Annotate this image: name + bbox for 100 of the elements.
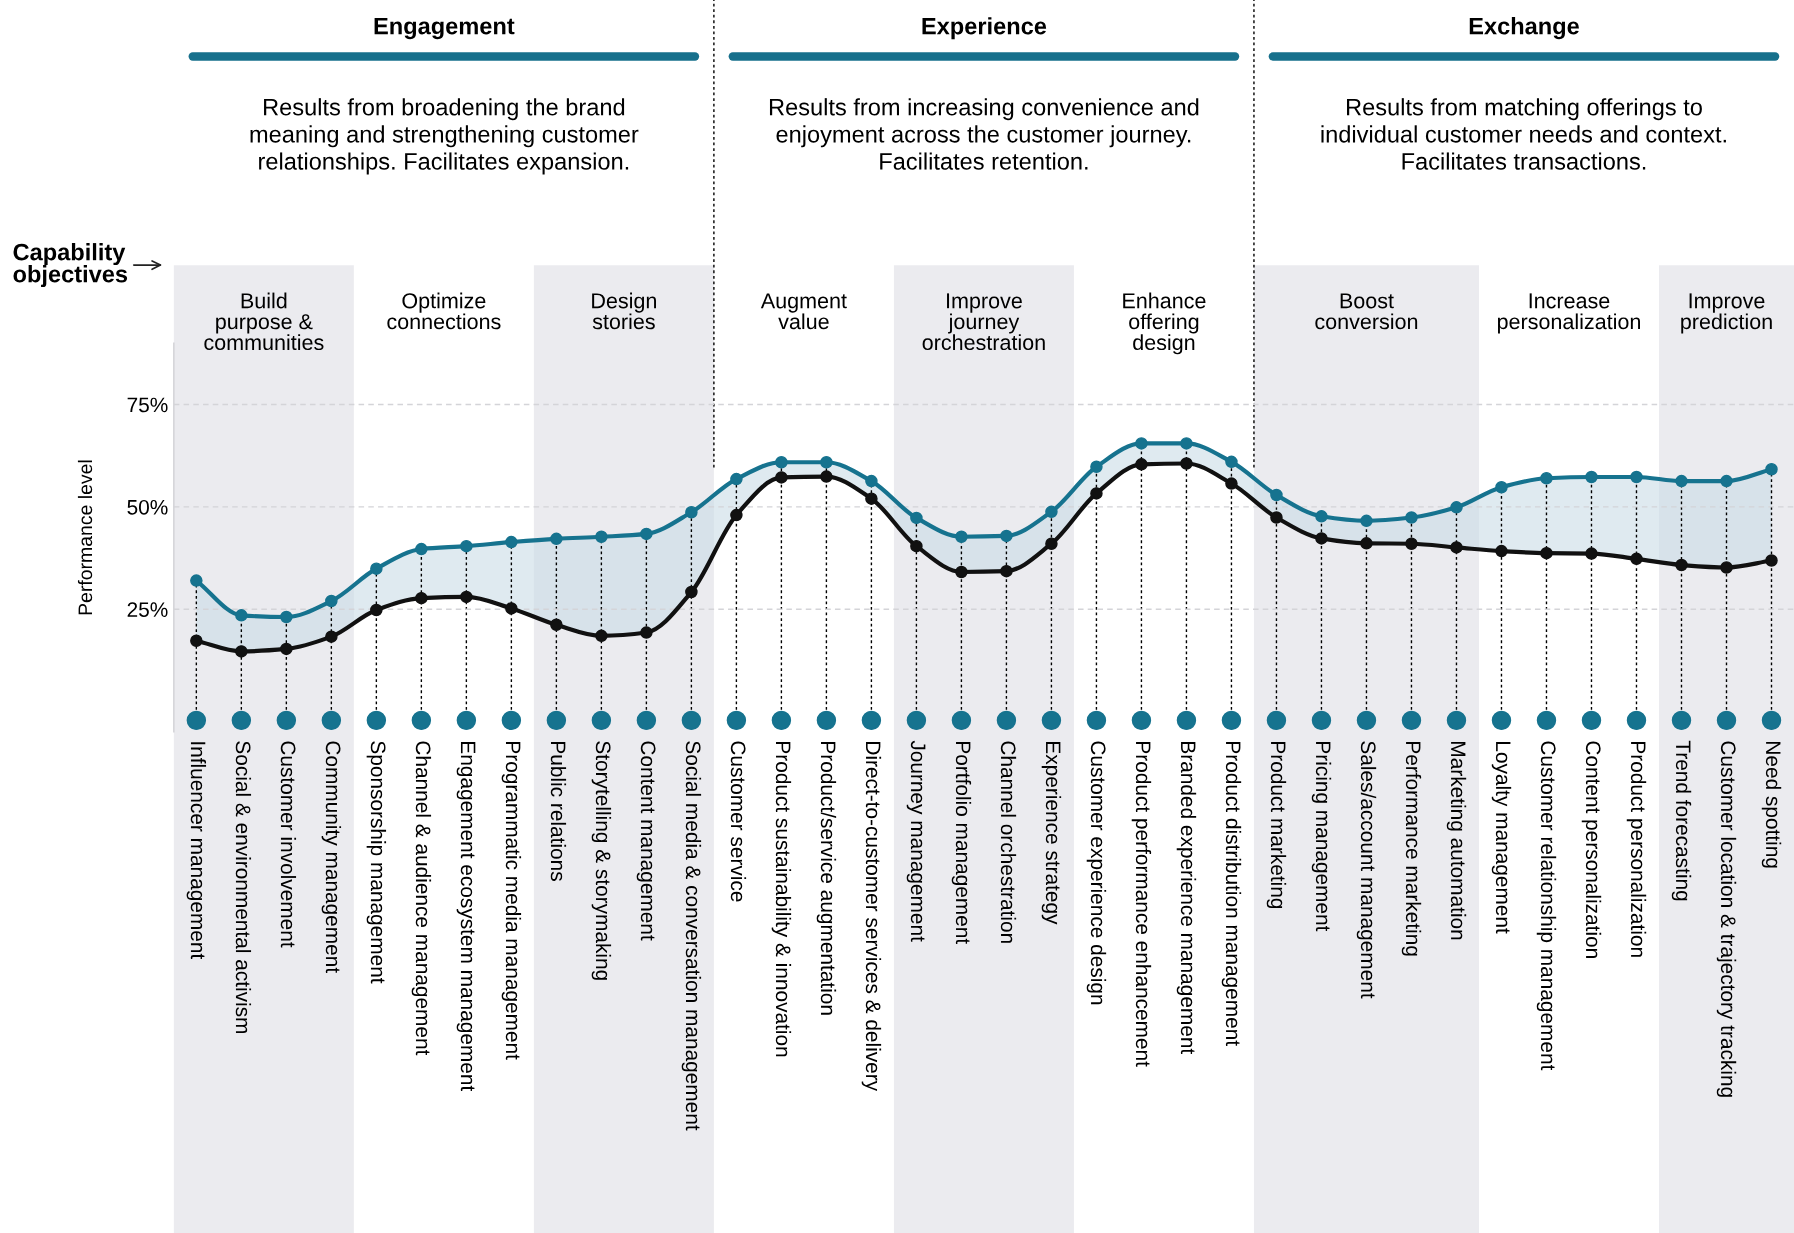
point xyxy=(1000,564,1013,578)
point xyxy=(820,456,833,469)
point xyxy=(1495,544,1508,558)
point xyxy=(235,609,248,622)
point xyxy=(775,471,788,484)
text: Results from broadening the brand meaning and strengthening customer relationships. Facilitates expansion. xyxy=(250,98,639,175)
point xyxy=(1540,471,1553,485)
band-label: Boost conversion xyxy=(1315,293,1418,330)
point xyxy=(1180,437,1193,450)
point xyxy=(460,539,473,553)
point xyxy=(1630,552,1643,566)
x-tick-label: Branded experience management xyxy=(1176,742,1197,1055)
point xyxy=(370,603,383,617)
x-tick-label: Direct-to-customer services & delivery xyxy=(861,742,882,1092)
point xyxy=(1450,541,1463,554)
point xyxy=(1585,470,1598,484)
point xyxy=(1765,554,1778,567)
point xyxy=(865,474,878,488)
x-tick-label: Product/service augmentation xyxy=(816,742,837,1015)
point xyxy=(1765,462,1778,476)
point xyxy=(325,594,338,608)
x-tick-label: Customer involvement xyxy=(280,741,297,948)
point xyxy=(775,456,788,469)
point xyxy=(550,532,563,546)
x-tick-label: Product personalization xyxy=(1626,742,1647,957)
text: Capability objectives xyxy=(13,243,128,288)
point xyxy=(1675,558,1688,572)
x-tick-label: Experience strategy xyxy=(1041,742,1062,925)
y-tick-label: 25% xyxy=(127,602,168,617)
text: Experience xyxy=(922,17,1047,40)
x-tick-label: Customer experience design xyxy=(1086,741,1107,1005)
point xyxy=(1135,437,1148,450)
point xyxy=(280,642,293,656)
text: Results from increasing convenience and enjoyment across the customer journey. Facilitates retention. xyxy=(769,98,1199,170)
band-label: Improve prediction xyxy=(1681,293,1772,334)
point xyxy=(1225,455,1238,469)
x-tick-label: Community management xyxy=(321,741,342,973)
point xyxy=(685,505,698,519)
point xyxy=(1405,511,1418,524)
point xyxy=(1495,480,1508,494)
x-tick-label: Customer location & trajectory tracking xyxy=(1716,741,1737,1097)
x-tick-label: Product distribution management xyxy=(1221,742,1242,1046)
point xyxy=(1540,546,1553,560)
point xyxy=(1180,457,1193,470)
point xyxy=(415,542,428,556)
point xyxy=(595,629,608,643)
point xyxy=(1045,537,1058,550)
point xyxy=(1360,537,1373,550)
point xyxy=(685,585,698,599)
point xyxy=(1315,532,1328,545)
point xyxy=(1270,511,1283,524)
x-tick-label: Content management xyxy=(636,741,656,941)
x-tick-label: Sponsorship management xyxy=(366,741,387,984)
x-tick-label: Journey management xyxy=(906,740,926,942)
point xyxy=(460,590,473,604)
point xyxy=(1135,458,1148,471)
point xyxy=(370,562,383,575)
point xyxy=(1315,510,1328,523)
point xyxy=(190,634,203,647)
point xyxy=(235,645,248,658)
x-tick-label: Channel & audience management xyxy=(411,741,432,1056)
point xyxy=(910,539,923,553)
point xyxy=(640,626,653,639)
band-label: Design stories xyxy=(592,292,656,330)
text: Results from matching offerings to individual customer needs and context. Facilitates transactions. xyxy=(1321,98,1726,170)
point xyxy=(1450,501,1463,514)
point xyxy=(280,610,293,624)
band-label: Improve journey orchestration xyxy=(922,293,1045,351)
x-tick-label: Content personalization xyxy=(1581,741,1602,958)
x-tick-label: Trend forecasting xyxy=(1671,740,1692,901)
x-tick-label: Engagement ecosystem management xyxy=(456,742,476,1092)
point xyxy=(1360,514,1373,528)
point xyxy=(415,591,428,605)
point xyxy=(1675,474,1688,488)
x-tick-label: Customer service xyxy=(730,741,747,902)
point xyxy=(730,508,743,522)
point xyxy=(1045,505,1058,519)
band-label: Build purpose & communities xyxy=(204,292,324,351)
y-tick-label: 75% xyxy=(127,397,168,413)
point xyxy=(1720,474,1733,488)
annotation: Enhance offering design xyxy=(1123,292,1206,355)
text: Exchange xyxy=(1469,17,1579,40)
text: Increase personalization xyxy=(1497,293,1640,334)
text: Augment value xyxy=(760,293,847,330)
point xyxy=(1630,470,1643,484)
point xyxy=(1225,477,1238,490)
point xyxy=(1405,537,1418,550)
point xyxy=(1720,561,1733,574)
x-tick-label: Programmatic media management xyxy=(501,742,522,1060)
point xyxy=(190,574,203,587)
point xyxy=(505,535,518,549)
x-tick-label: Portfolio management xyxy=(951,742,972,945)
x-tick-label: Product sustainability & innovation xyxy=(771,742,792,1057)
x-tick-label: Product marketing xyxy=(1266,742,1287,909)
y-tick-label: 50% xyxy=(127,499,168,515)
point xyxy=(1090,487,1103,500)
point xyxy=(1585,547,1598,560)
point xyxy=(550,618,563,632)
x-tick-label: Social & environmental activism xyxy=(235,741,252,1034)
point xyxy=(1090,460,1103,474)
